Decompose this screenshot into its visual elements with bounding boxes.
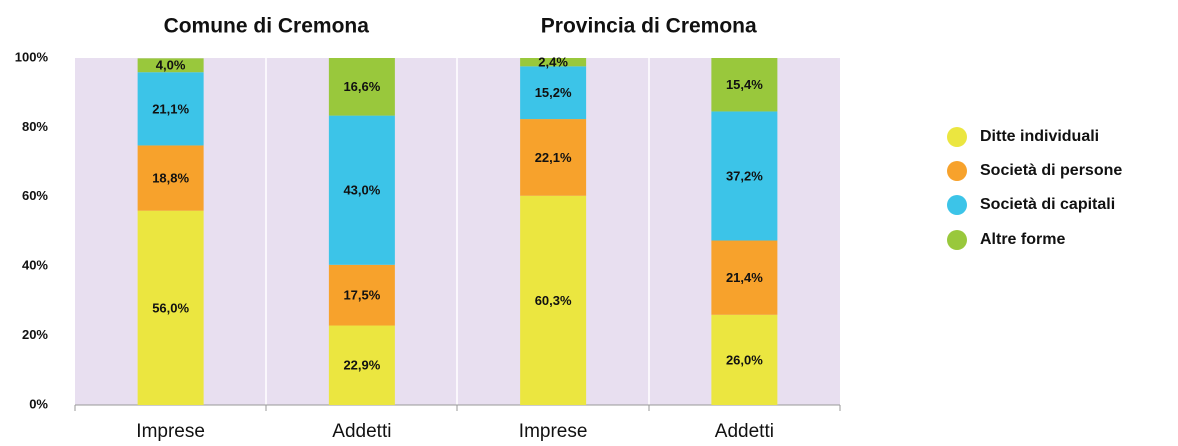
bar-segment bbox=[711, 111, 778, 241]
bar-segment bbox=[328, 264, 395, 326]
bar-segment bbox=[711, 240, 778, 315]
legend-marker bbox=[947, 230, 967, 250]
bar-segment bbox=[328, 325, 395, 405]
y-tick-label: 100% bbox=[15, 49, 49, 64]
y-tick-label: 80% bbox=[22, 119, 48, 134]
legend-marker bbox=[947, 195, 967, 215]
group-title: Comune di Cremona bbox=[164, 15, 370, 38]
bar-segment bbox=[137, 72, 204, 146]
bar-segment bbox=[520, 119, 587, 196]
value-label: 43,0% bbox=[343, 183, 380, 198]
bar-segment bbox=[137, 210, 204, 405]
x-tick-label: Imprese bbox=[136, 421, 205, 442]
group-title: Provincia di Cremona bbox=[541, 15, 757, 38]
x-tick-label: Imprese bbox=[519, 421, 588, 442]
value-label: 18,8% bbox=[152, 170, 189, 185]
y-tick-label: 0% bbox=[29, 396, 48, 411]
y-tick-label: 20% bbox=[22, 327, 48, 342]
legend-marker bbox=[947, 161, 967, 181]
value-label: 17,5% bbox=[343, 288, 380, 303]
bar-segment bbox=[328, 115, 395, 265]
legend-label: Società di persone bbox=[980, 162, 1122, 179]
bar-segment bbox=[520, 66, 587, 120]
separators bbox=[265, 58, 650, 405]
value-label: 16,6% bbox=[343, 79, 380, 94]
bar-segment bbox=[520, 58, 587, 67]
x-axis bbox=[74, 404, 841, 411]
value-label: 60,3% bbox=[535, 293, 572, 308]
bar-segment bbox=[137, 145, 204, 211]
bar-segment bbox=[520, 195, 587, 405]
legend-label: Altre forme bbox=[980, 231, 1065, 248]
value-label: 37,2% bbox=[726, 168, 763, 183]
value-label: 26,0% bbox=[726, 352, 763, 367]
value-label: 15,2% bbox=[535, 85, 572, 100]
value-label: 22,1% bbox=[535, 150, 572, 165]
bar-segment bbox=[328, 58, 395, 116]
value-label: 15,4% bbox=[726, 77, 763, 92]
value-label: 2,4% bbox=[538, 55, 568, 70]
value-label: 22,9% bbox=[343, 358, 380, 373]
legend-label: Società di capitali bbox=[980, 196, 1115, 213]
y-tick-label: 40% bbox=[22, 258, 48, 273]
value-label: 4,0% bbox=[156, 58, 186, 73]
bar-segment bbox=[711, 58, 778, 112]
legend-marker bbox=[947, 127, 967, 147]
legend-label: Ditte individuali bbox=[980, 128, 1099, 145]
bar-segment bbox=[711, 314, 778, 405]
bar-segment bbox=[137, 58, 204, 73]
x-tick-label: Addetti bbox=[715, 421, 774, 442]
x-tick-label: Addetti bbox=[332, 421, 391, 442]
value-label: 21,4% bbox=[726, 270, 763, 285]
value-label: 56,0% bbox=[152, 300, 189, 315]
y-tick-label: 60% bbox=[22, 188, 48, 203]
value-label: 21,1% bbox=[152, 101, 189, 116]
